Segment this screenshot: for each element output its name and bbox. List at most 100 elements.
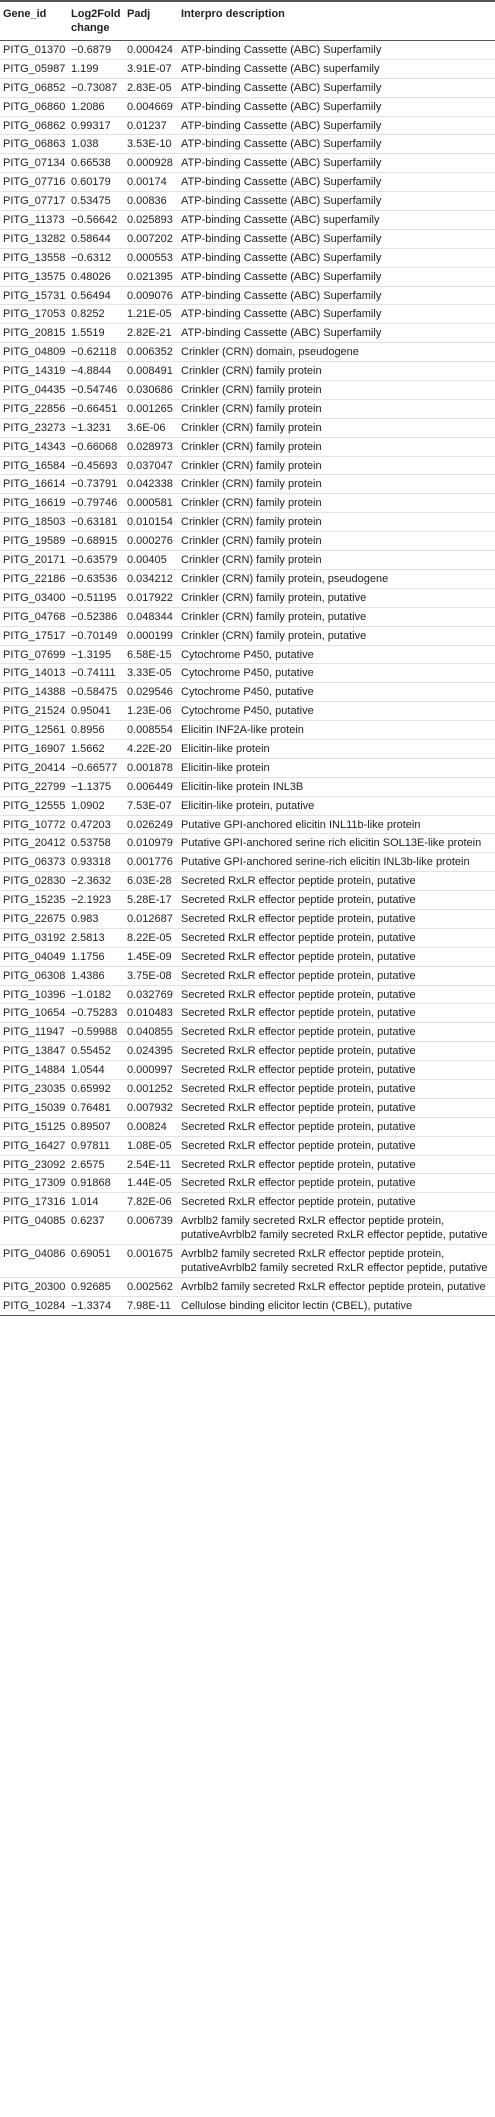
table-row: PITG_04435 −0.54746 0.030686 Crinkler (CRN)… bbox=[0, 380, 495, 400]
table-cell: Secreted RxLR effector peptide protein, … bbox=[178, 871, 495, 892]
table-cell: PITG_18503 bbox=[0, 512, 68, 533]
table-row: PITG_17316 1.014 7.82E-06 Secreted RxLR eff… bbox=[0, 1192, 495, 1213]
table-row: PITG_16907 1.5662 4.22E-20 Elicitin-like pr… bbox=[0, 739, 495, 759]
table-row: PITG_22675 0.983 0.012687 Secreted RxLR eff… bbox=[0, 909, 495, 929]
table-cell: 0.006739 bbox=[124, 1211, 178, 1246]
table-header: Gene_id Log2Fold change Padj Interpro descr… bbox=[0, 1, 495, 41]
table-cell: Secreted RxLR effector peptide protein, … bbox=[178, 928, 495, 948]
table-cell: ATP-binding Cassette (ABC) Superfamily bbox=[178, 172, 495, 193]
table-cell: 0.47203 bbox=[68, 815, 124, 835]
table-row: PITG_15125 0.89507 0.00824 Secreted RxLR ef… bbox=[0, 1117, 495, 1137]
table-cell: −0.66451 bbox=[68, 399, 124, 419]
table-cell: 2.6575 bbox=[68, 1155, 124, 1175]
table-cell: 0.001776 bbox=[124, 852, 178, 873]
table-cell: PITG_17316 bbox=[0, 1192, 68, 1213]
table-cell: 2.83E-05 bbox=[124, 78, 178, 98]
table-cell: Secreted RxLR effector peptide protein, … bbox=[178, 1098, 495, 1118]
table-cell: PITG_04049 bbox=[0, 947, 68, 967]
table-cell: Crinkler (CRN) family protein bbox=[178, 493, 495, 514]
table-cell: −0.6879 bbox=[68, 40, 124, 60]
table-cell: 0.048344 bbox=[124, 607, 178, 627]
table-cell: 0.56494 bbox=[68, 286, 124, 306]
table-cell: 0.000424 bbox=[124, 40, 178, 60]
table-cell: Avrblb2 family secreted RxLR effector pe… bbox=[178, 1244, 495, 1278]
table-cell: PITG_06862 bbox=[0, 116, 68, 136]
table-row: PITG_06862 0.99317 0.01237 ATP-binding Cass… bbox=[0, 116, 495, 136]
table-cell: 0.01237 bbox=[124, 116, 178, 136]
table-cell: −0.63536 bbox=[68, 569, 124, 589]
table-cell: Elicitin INF2A-like protein bbox=[178, 720, 495, 740]
table-cell: Crinkler (CRN) family protein, putative bbox=[178, 626, 495, 646]
table-cell: 0.95041 bbox=[68, 701, 124, 722]
table-cell: Secreted RxLR effector peptide protein, … bbox=[178, 909, 495, 929]
table-cell: −0.73087 bbox=[68, 78, 124, 98]
table-cell: ATP-binding Cassette (ABC) Superfamily bbox=[178, 191, 495, 212]
table-cell: 1.0544 bbox=[68, 1060, 124, 1080]
table-cell: −1.3374 bbox=[68, 1296, 124, 1316]
table-cell: 0.000928 bbox=[124, 153, 178, 174]
table-cell: −4.8844 bbox=[68, 361, 124, 382]
table-row: PITG_04809 −0.62118 0.006352 Crinkler (CRN)… bbox=[0, 342, 495, 363]
table-cell: −1.3231 bbox=[68, 418, 124, 438]
table-cell: PITG_22799 bbox=[0, 777, 68, 797]
table-cell: PITG_23035 bbox=[0, 1079, 68, 1099]
table-cell: 0.010154 bbox=[124, 512, 178, 533]
table-cell: 8.22E-05 bbox=[124, 928, 178, 948]
table-row: PITG_10654 −0.75283 0.010483 Secreted RxLR … bbox=[0, 1003, 495, 1024]
table-cell: 2.54E-11 bbox=[124, 1155, 178, 1175]
table-cell: PITG_17053 bbox=[0, 304, 68, 325]
table-cell: 0.012687 bbox=[124, 909, 178, 929]
table-cell: −1.3195 bbox=[68, 645, 124, 665]
table-row: PITG_17517 −0.70149 0.000199 Crinkler (CRN)… bbox=[0, 626, 495, 646]
table-cell: PITG_06373 bbox=[0, 852, 68, 873]
table-row: PITG_21524 0.95041 1.23E-06 Cytochrome P450… bbox=[0, 701, 495, 722]
table-cell: PITG_20412 bbox=[0, 833, 68, 854]
table-cell: PITG_11373 bbox=[0, 210, 68, 230]
table-cell: 0.8252 bbox=[68, 304, 124, 325]
table-cell: −0.58475 bbox=[68, 682, 124, 703]
table-cell: −2.3632 bbox=[68, 871, 124, 892]
table-row: PITG_15235 −2.1923 5.28E-17 Secreted RxLR e… bbox=[0, 890, 495, 910]
table-cell: PITG_13847 bbox=[0, 1041, 68, 1062]
table-row: PITG_04049 1.1756 1.45E-09 Secreted RxLR ef… bbox=[0, 947, 495, 967]
table-cell: 2.5813 bbox=[68, 928, 124, 948]
table-cell: −0.74111 bbox=[68, 663, 124, 684]
table-cell: 0.007202 bbox=[124, 229, 178, 249]
header-cell: Padj bbox=[127, 8, 151, 20]
table-cell: −0.54746 bbox=[68, 380, 124, 400]
table-cell: 0.040855 bbox=[124, 1022, 178, 1043]
table-cell: PITG_04085 bbox=[0, 1211, 68, 1246]
table-cell: Secreted RxLR effector peptide protein, … bbox=[178, 1060, 495, 1080]
table-cell: 0.00836 bbox=[124, 191, 178, 212]
table-cell: −0.70149 bbox=[68, 626, 124, 646]
table-cell: PITG_05987 bbox=[0, 59, 68, 79]
table-cell: 0.002562 bbox=[124, 1277, 178, 1297]
table-cell: 3.91E-07 bbox=[124, 59, 178, 79]
table-cell: Secreted RxLR effector peptide protein, … bbox=[178, 890, 495, 910]
table-row: PITG_18503 −0.63181 0.010154 Crinkler (CRN)… bbox=[0, 512, 495, 533]
table-cell: PITG_15731 bbox=[0, 286, 68, 306]
table-cell: Crinkler (CRN) family protein bbox=[178, 512, 495, 533]
table-cell: PITG_20300 bbox=[0, 1277, 68, 1297]
table-cell: Secreted RxLR effector peptide protein, … bbox=[178, 1117, 495, 1137]
table-cell: 0.001878 bbox=[124, 758, 178, 778]
table-cell: 0.000276 bbox=[124, 531, 178, 552]
table-cell: Secreted RxLR effector peptide protein, … bbox=[178, 985, 495, 1005]
table-cell: 0.026249 bbox=[124, 815, 178, 835]
table-cell: 0.65992 bbox=[68, 1079, 124, 1099]
table-cell: Elicitin-like protein INL3B bbox=[178, 777, 495, 797]
table-cell: Crinkler (CRN) family protein bbox=[178, 531, 495, 552]
table-cell: 0.00174 bbox=[124, 172, 178, 193]
table-cell: Secreted RxLR effector peptide protein, … bbox=[178, 1155, 495, 1175]
table-cell: 1.5662 bbox=[68, 739, 124, 759]
header-cell: Gene_id bbox=[3, 8, 47, 20]
table-cell: PITG_10772 bbox=[0, 815, 68, 835]
table-row: PITG_02830 −2.3632 6.03E-28 Secreted RxLR e… bbox=[0, 871, 495, 892]
table-cell: ATP-binding Cassette (ABC) Superfamily bbox=[178, 116, 495, 136]
table-row: PITG_19589 −0.68915 0.000276 Crinkler (CRN)… bbox=[0, 531, 495, 552]
table-row: PITG_22186 −0.63536 0.034212 Crinkler (CRN)… bbox=[0, 569, 495, 589]
table-cell: Secreted RxLR effector peptide protein, … bbox=[178, 1136, 495, 1156]
table-row: PITG_06373 0.93318 0.001776 Putative GPI-an… bbox=[0, 852, 495, 873]
table-cell: 0.8956 bbox=[68, 720, 124, 740]
table-cell: −0.51195 bbox=[68, 588, 124, 608]
